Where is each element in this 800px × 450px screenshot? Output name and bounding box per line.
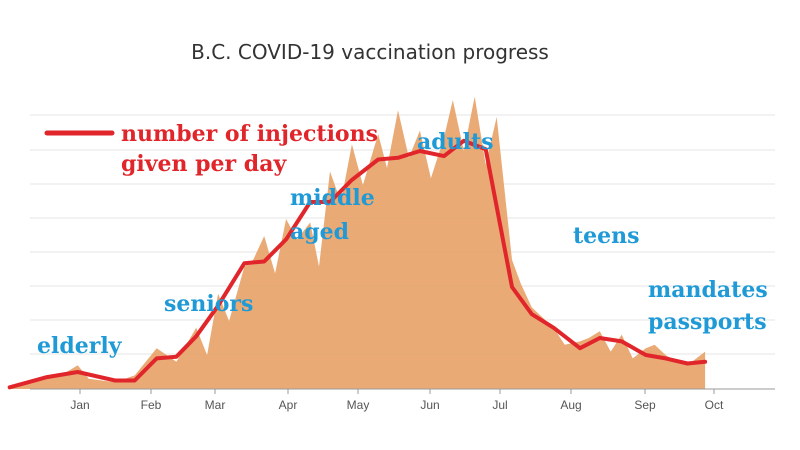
annotation-label: number of injections xyxy=(121,121,378,147)
annotation-label: mandates xyxy=(648,277,768,303)
annotation-label: passports xyxy=(648,309,767,335)
annotation-label: teens xyxy=(573,223,640,249)
annotation-label: adults xyxy=(417,129,494,155)
annotations: elderly seniors middle aged adults teens manda… xyxy=(37,121,768,359)
x-tick-label: Jun xyxy=(420,398,439,412)
annotation-label: elderly xyxy=(37,333,123,359)
line-layer xyxy=(7,138,708,390)
annotation-label: seniors xyxy=(164,291,253,317)
x-tick-label: Jul xyxy=(492,398,507,412)
chart-title: B.C. COVID-19 vaccination progress xyxy=(191,40,549,64)
x-tick-label: May xyxy=(347,398,370,412)
x-ticks: Jan Feb Mar Apr May Jun Jul Aug Sep Oct xyxy=(70,389,724,412)
x-tick-label: Mar xyxy=(205,398,226,412)
x-tick-label: Jan xyxy=(70,398,89,412)
x-tick-label: Sep xyxy=(634,398,656,412)
x-tick-label: Aug xyxy=(560,398,581,412)
x-tick-label: Oct xyxy=(705,398,724,412)
x-tick-label: Feb xyxy=(141,398,162,412)
annotation-label: given per day xyxy=(121,151,287,177)
injections-rolling-line xyxy=(7,138,708,390)
annotation-label: aged xyxy=(290,219,349,245)
x-tick-label: Apr xyxy=(279,398,298,412)
annotation-label: middle xyxy=(290,185,375,211)
